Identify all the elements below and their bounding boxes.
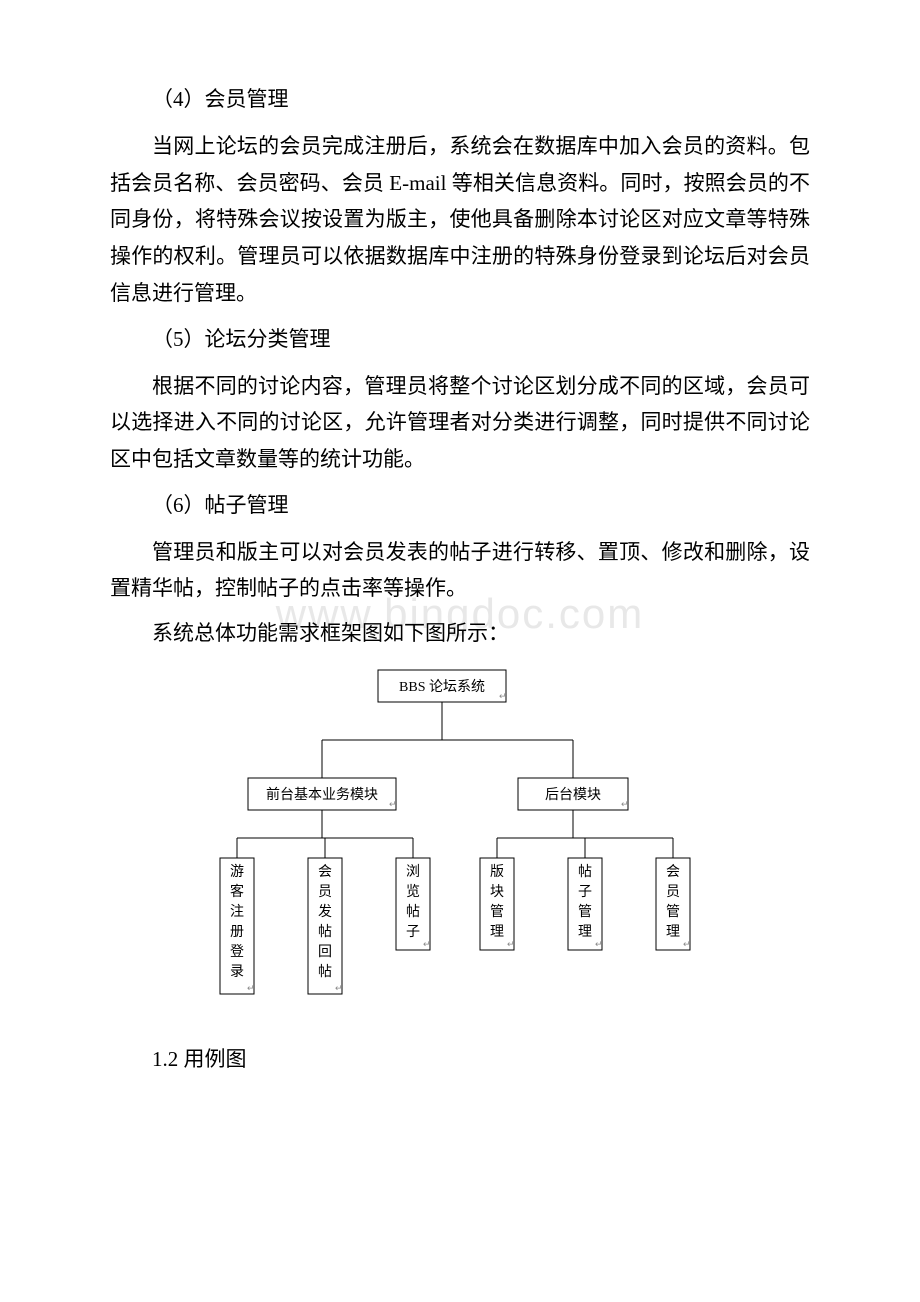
svg-text:回: 回: [318, 944, 332, 960]
svg-text:管: 管: [578, 904, 592, 920]
svg-text:游: 游: [230, 864, 244, 880]
svg-text:子: 子: [578, 884, 592, 900]
svg-text:会: 会: [318, 864, 332, 880]
svg-text:录: 录: [230, 964, 244, 980]
svg-text:理: 理: [666, 925, 680, 940]
svg-text:↵: ↵: [247, 983, 255, 993]
svg-text:后台模块: 后台模块: [545, 787, 601, 803]
svg-text:↵: ↵: [423, 939, 431, 949]
svg-text:BBS 论坛系统: BBS 论坛系统: [399, 679, 485, 695]
framework-diagram: ↵BBS 论坛系统↵前台基本业务模块↵后台模块↵游客注册登录↵会员发帖回帖↵浏览…: [180, 660, 740, 1020]
svg-text:子: 子: [406, 924, 420, 940]
svg-text:↵: ↵: [595, 939, 603, 949]
document-content: （4）会员管理 当网上论坛的会员完成注册后，系统会在数据库中加入会员的资料。包括…: [110, 80, 810, 1080]
svg-text:↵: ↵: [389, 799, 397, 809]
svg-text:↵: ↵: [499, 691, 507, 701]
svg-text:发: 发: [318, 904, 332, 920]
svg-text:↵: ↵: [507, 939, 515, 949]
svg-text:↵: ↵: [621, 799, 629, 809]
svg-text:前台基本业务模块: 前台基本业务模块: [266, 786, 378, 803]
svg-text:帖: 帖: [578, 864, 592, 880]
svg-text:注: 注: [230, 904, 244, 920]
svg-text:册: 册: [230, 925, 244, 940]
section-4-title: （4）会员管理: [110, 80, 810, 120]
svg-text:理: 理: [578, 925, 592, 940]
svg-text:员: 员: [666, 885, 680, 900]
usecase-title: 1.2 用例图: [110, 1040, 810, 1080]
section-4-body: 当网上论坛的会员完成注册后，系统会在数据库中加入会员的资料。包括会员名称、会员密…: [110, 128, 810, 312]
tree-svg: ↵BBS 论坛系统↵前台基本业务模块↵后台模块↵游客注册登录↵会员发帖回帖↵浏览…: [180, 660, 740, 1020]
svg-text:帖: 帖: [318, 964, 332, 980]
svg-text:浏: 浏: [406, 864, 420, 880]
section-5-title: （5）论坛分类管理: [110, 320, 810, 360]
framework-intro: 系统总体功能需求框架图如下图所示：: [110, 615, 810, 652]
svg-text:员: 员: [318, 885, 332, 900]
svg-text:管: 管: [490, 904, 504, 920]
svg-text:登: 登: [230, 944, 244, 960]
section-6-body: 管理员和版主可以对会员发表的帖子进行转移、置顶、修改和删除，设置精华帖，控制帖子…: [110, 534, 810, 608]
svg-text:理: 理: [490, 925, 504, 940]
svg-text:帖: 帖: [318, 924, 332, 940]
svg-text:↵: ↵: [335, 983, 343, 993]
section-5-body: 根据不同的讨论内容，管理员将整个讨论区划分成不同的区域，会员可以选择进入不同的讨…: [110, 368, 810, 478]
svg-text:版: 版: [490, 864, 504, 880]
svg-text:览: 览: [406, 884, 420, 900]
svg-text:↵: ↵: [683, 939, 691, 949]
svg-text:帖: 帖: [406, 904, 420, 920]
svg-text:客: 客: [230, 883, 244, 900]
section-6-title: （6）帖子管理: [110, 486, 810, 526]
svg-text:块: 块: [490, 884, 504, 900]
svg-text:管: 管: [666, 904, 680, 920]
svg-text:会: 会: [666, 864, 680, 880]
